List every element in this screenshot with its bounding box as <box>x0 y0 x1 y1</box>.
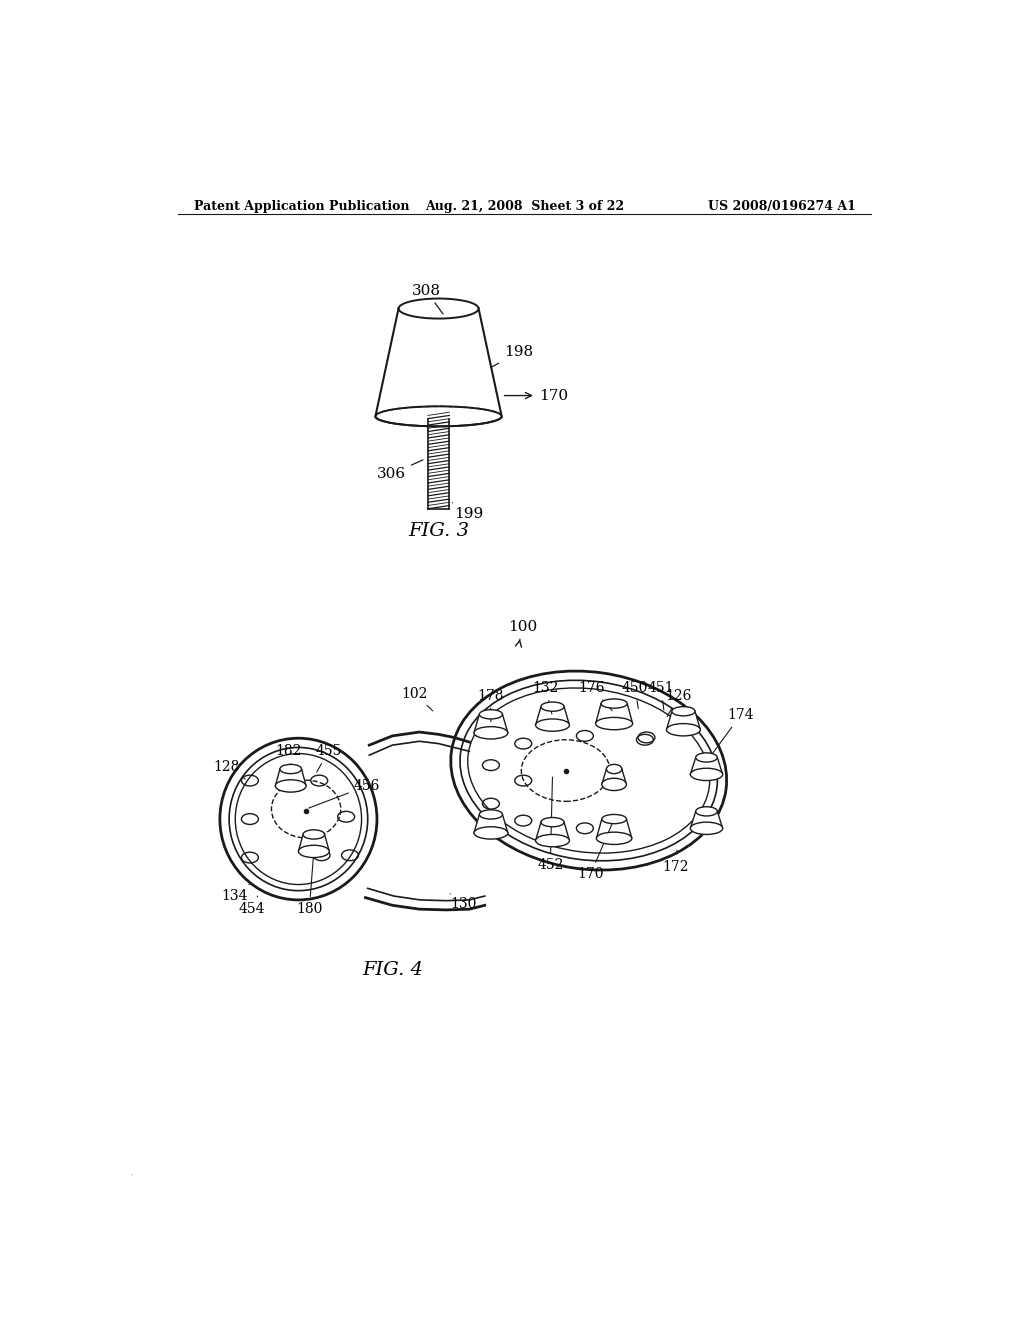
Polygon shape <box>474 714 508 733</box>
Ellipse shape <box>695 807 717 816</box>
Text: 182: 182 <box>275 744 302 772</box>
Text: 199: 199 <box>453 503 483 521</box>
Text: 132: 132 <box>532 681 559 714</box>
Text: 456: 456 <box>308 779 380 808</box>
Text: 170: 170 <box>505 388 567 403</box>
Polygon shape <box>690 812 723 829</box>
Text: 451: 451 <box>648 681 675 710</box>
Text: 130: 130 <box>451 894 476 911</box>
Ellipse shape <box>479 710 503 719</box>
Text: 134: 134 <box>221 884 250 903</box>
Text: US 2008/0196274 A1: US 2008/0196274 A1 <box>708 199 856 213</box>
Text: 126: 126 <box>666 689 692 717</box>
Ellipse shape <box>376 407 502 426</box>
Text: 178: 178 <box>477 689 504 722</box>
Text: 172: 172 <box>662 850 688 874</box>
Text: 454: 454 <box>239 896 265 916</box>
Polygon shape <box>298 834 330 851</box>
Polygon shape <box>596 704 633 723</box>
Ellipse shape <box>690 768 723 780</box>
Polygon shape <box>667 711 700 730</box>
Ellipse shape <box>596 832 632 845</box>
Text: FIG. 4: FIG. 4 <box>361 961 423 978</box>
Polygon shape <box>596 818 632 838</box>
Ellipse shape <box>536 719 569 731</box>
Polygon shape <box>602 770 627 784</box>
Ellipse shape <box>596 718 633 730</box>
Ellipse shape <box>690 822 723 834</box>
Text: 100: 100 <box>508 619 538 647</box>
Text: 455: 455 <box>315 744 342 772</box>
Polygon shape <box>536 706 569 725</box>
Polygon shape <box>536 822 569 841</box>
Text: Patent Application Publication: Patent Application Publication <box>194 199 410 213</box>
Ellipse shape <box>280 764 301 774</box>
Text: 170: 170 <box>578 821 613 882</box>
Text: 102: 102 <box>401 686 433 711</box>
Ellipse shape <box>479 810 503 818</box>
Ellipse shape <box>474 826 508 840</box>
Text: Aug. 21, 2008  Sheet 3 of 22: Aug. 21, 2008 Sheet 3 of 22 <box>425 199 625 213</box>
Ellipse shape <box>474 726 508 739</box>
Ellipse shape <box>541 817 564 826</box>
Polygon shape <box>275 770 306 785</box>
Ellipse shape <box>672 706 695 715</box>
Text: 308: 308 <box>412 284 443 314</box>
Ellipse shape <box>695 752 717 762</box>
Ellipse shape <box>601 700 628 708</box>
Text: 180: 180 <box>296 854 323 916</box>
Text: 306: 306 <box>377 459 423 480</box>
Ellipse shape <box>667 723 700 737</box>
Ellipse shape <box>602 814 627 824</box>
Ellipse shape <box>606 764 622 774</box>
Text: FIG. 3: FIG. 3 <box>408 521 469 540</box>
Text: 174: 174 <box>712 708 754 755</box>
Polygon shape <box>474 814 508 833</box>
Ellipse shape <box>298 845 330 858</box>
Ellipse shape <box>303 830 325 840</box>
Polygon shape <box>690 758 723 775</box>
Text: 128: 128 <box>214 760 246 779</box>
Ellipse shape <box>541 702 564 711</box>
Text: 450: 450 <box>622 681 648 709</box>
Text: 176: 176 <box>579 681 612 710</box>
Ellipse shape <box>536 834 569 847</box>
Text: 198: 198 <box>492 346 534 367</box>
Ellipse shape <box>602 779 627 791</box>
Ellipse shape <box>275 780 306 792</box>
Text: 452: 452 <box>538 777 563 873</box>
